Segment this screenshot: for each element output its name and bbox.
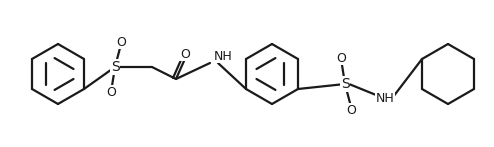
- Text: S: S: [341, 77, 349, 91]
- Text: O: O: [346, 103, 356, 117]
- Text: O: O: [336, 51, 346, 65]
- Text: S: S: [111, 60, 120, 74]
- Text: O: O: [116, 35, 126, 49]
- Text: O: O: [180, 47, 190, 61]
- Text: NH: NH: [375, 91, 394, 105]
- Text: NH: NH: [214, 50, 233, 62]
- Text: O: O: [106, 86, 116, 98]
